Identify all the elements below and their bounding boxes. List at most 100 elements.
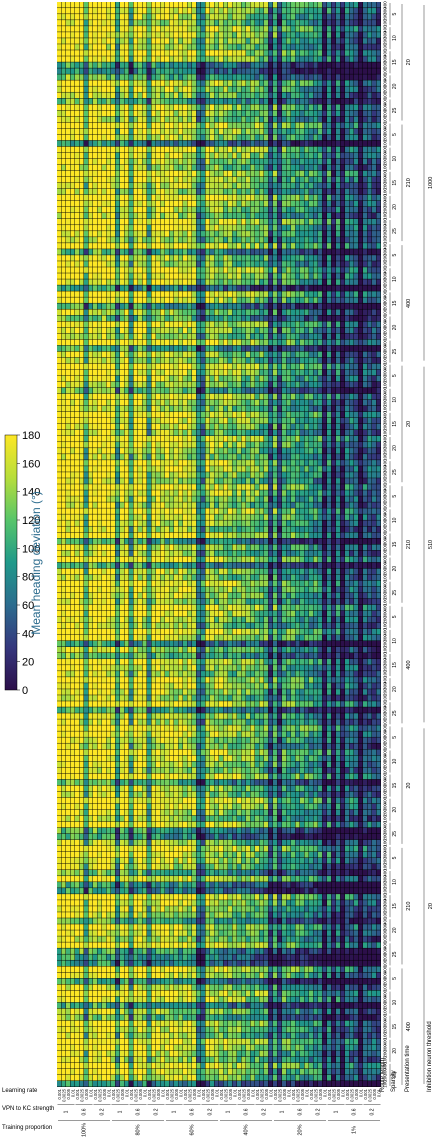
heatmap-cell — [327, 399, 332, 406]
heatmap-cell — [363, 158, 368, 165]
heatmap-cell — [331, 333, 336, 340]
heatmap-cell — [124, 363, 129, 370]
heatmap-cell — [219, 206, 224, 213]
heatmap-cell — [183, 369, 188, 376]
heatmap-cell — [340, 182, 345, 189]
heatmap-cell — [241, 399, 246, 406]
heatmap-cell — [313, 243, 318, 249]
heatmap-cell — [259, 303, 264, 309]
heatmap-cell — [187, 206, 192, 213]
heatmap-cell — [322, 375, 327, 382]
heatmap-cell — [124, 345, 129, 352]
heatmap-cell — [237, 50, 242, 56]
heatmap-cell — [201, 255, 206, 261]
heatmap-cell — [205, 339, 210, 346]
heatmap-cell — [151, 381, 156, 388]
heatmap-cell — [219, 225, 224, 231]
heatmap-cell — [79, 393, 84, 400]
heatmap-cell — [354, 315, 359, 322]
heatmap-cell — [210, 405, 215, 412]
heatmap-cell — [169, 182, 174, 189]
heatmap-cell — [372, 182, 377, 189]
heatmap-cell — [124, 8, 129, 14]
heatmap-cell — [178, 321, 183, 328]
heatmap-cell — [250, 2, 255, 8]
heatmap-cell — [187, 2, 192, 8]
heatmap-cell — [111, 387, 116, 394]
heatmap-cell — [358, 387, 363, 394]
heatmap-cell — [367, 279, 372, 285]
heatmap-cell — [264, 315, 269, 322]
heatmap-cell — [295, 303, 300, 309]
heatmap-cell — [93, 44, 98, 50]
heatmap-cell — [336, 255, 341, 261]
heatmap-cell — [264, 381, 269, 388]
heatmap-cell — [376, 243, 381, 249]
heatmap-cell — [169, 68, 174, 74]
heatmap-cell — [273, 399, 278, 406]
heatmap-cell — [192, 98, 197, 105]
heatmap-cell — [214, 26, 219, 32]
heatmap-cell — [205, 110, 210, 117]
heatmap-cell — [237, 363, 242, 370]
heatmap-cell — [57, 231, 62, 237]
heatmap-cell — [61, 140, 66, 147]
heatmap-cell — [313, 116, 318, 123]
heatmap-cell — [322, 273, 327, 279]
heatmap-cell — [273, 80, 278, 86]
heatmap-cell — [214, 411, 219, 418]
heatmap-cell — [318, 32, 323, 38]
heatmap-cell — [237, 92, 242, 98]
heatmap-cell — [268, 243, 273, 249]
heatmap-cell — [147, 80, 152, 86]
heatmap-cell — [70, 339, 75, 346]
heatmap-cell — [264, 321, 269, 328]
heatmap-cell — [142, 411, 147, 418]
heatmap-cell — [318, 375, 323, 382]
heatmap-cell — [160, 68, 165, 74]
heatmap-cell — [66, 351, 71, 358]
heatmap-cell — [70, 399, 75, 406]
heatmap-cell — [183, 249, 188, 255]
heatmap-cell — [183, 285, 188, 291]
heatmap-cell — [241, 405, 246, 412]
heatmap-cell — [106, 194, 111, 201]
heatmap-cell — [196, 86, 201, 92]
heatmap-cell — [318, 158, 323, 165]
heatmap-cell — [255, 62, 260, 68]
heatmap-cell — [151, 122, 156, 129]
heatmap-cell — [178, 231, 183, 237]
heatmap-cell — [340, 176, 345, 183]
heatmap-cell — [331, 206, 336, 213]
heatmap-cell — [232, 399, 237, 406]
heatmap-cell — [115, 273, 120, 279]
heatmap-cell — [313, 98, 318, 105]
heatmap-cell — [340, 188, 345, 195]
heatmap-cell — [160, 176, 165, 183]
heatmap-cell — [241, 273, 246, 279]
heatmap-cell — [115, 237, 120, 243]
heatmap-cell — [354, 363, 359, 370]
heatmap-cell — [354, 297, 359, 303]
heatmap-cell — [349, 92, 354, 98]
heatmap-cell — [273, 387, 278, 394]
heatmap-cell — [318, 231, 323, 237]
heatmap-cell — [156, 158, 161, 165]
heatmap-cell — [259, 128, 264, 135]
heatmap-cell — [367, 176, 372, 183]
heatmap-cell — [340, 309, 345, 315]
heatmap-cell — [61, 393, 66, 400]
heatmap-cell — [313, 279, 318, 285]
heatmap-cell — [336, 44, 341, 50]
heatmap-cell — [241, 122, 246, 129]
heatmap-cell — [264, 339, 269, 346]
heatmap-cell — [57, 62, 62, 68]
heatmap-cell — [61, 303, 66, 309]
heatmap-cell — [255, 110, 260, 117]
heatmap-cell — [93, 363, 98, 370]
heatmap-cell — [264, 116, 269, 123]
heatmap-cell — [354, 68, 359, 74]
heatmap-cell — [210, 309, 215, 315]
heatmap-cell — [106, 116, 111, 123]
heatmap-cell — [57, 38, 62, 44]
